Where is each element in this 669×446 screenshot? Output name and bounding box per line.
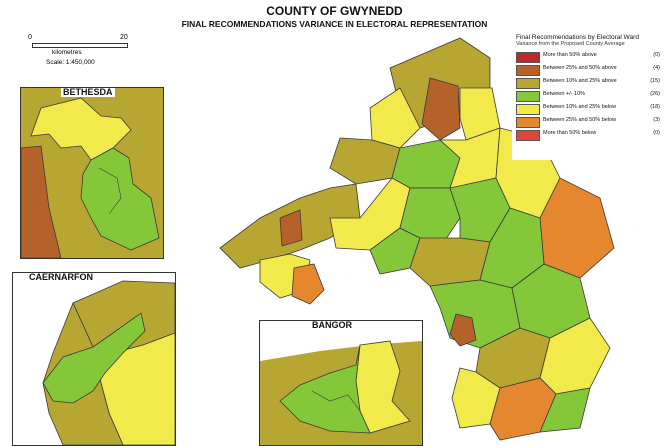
legend-item-count: (4) (653, 65, 660, 71)
legend: Final Recommendations by Electoral Ward … (512, 34, 664, 160)
map-title: COUNTY OF GWYNEDD (266, 4, 403, 18)
legend-item-label: Between 25% and 50% below (543, 117, 617, 123)
legend-swatch (516, 52, 540, 63)
ward-bangor-area (369, 87, 421, 149)
inset-caernarfon-label: CAERNARFON (27, 272, 95, 282)
ward-caernarfon (329, 137, 401, 185)
legend-item: Between 10% and 25% below (18) (512, 102, 664, 115)
scale-bar-graphic (32, 43, 128, 48)
bangor-ward-division (311, 390, 361, 412)
ward-corris (539, 387, 591, 433)
legend-subtitle: Variance from the Proposed County Averag… (516, 41, 625, 47)
legend-item: Between 25% and 50% below (3) (512, 115, 664, 128)
legend-swatch (516, 78, 540, 89)
scale-unit-label: kilometres (52, 49, 82, 56)
legend-swatch (516, 65, 540, 76)
legend-item: More than 50% above (0) (512, 50, 664, 63)
legend-swatch (516, 104, 540, 115)
bangor-sea (260, 321, 422, 361)
inset-caernarfon: CAERNARFON (12, 272, 176, 446)
legend-swatch (516, 130, 540, 141)
legend-item-count: (15) (650, 78, 660, 84)
bangor-ward-centre (279, 344, 371, 434)
legend-item-label: Between 10% and 25% below (543, 104, 617, 110)
legend-item-label: Between 10% and 25% above (543, 78, 617, 84)
legend-item-label: More than 50% below (543, 130, 597, 136)
legend-item-label: Between +/- 10% (543, 91, 586, 97)
bangor-map (260, 321, 422, 445)
inset-bangor: BANGOR (259, 320, 423, 446)
legend-item: More than 50% below (0) (512, 128, 664, 141)
legend-item-count: (3) (653, 117, 660, 123)
inset-bethesda-label: BETHESDA (61, 87, 115, 97)
legend-item-count: (0) (653, 130, 660, 136)
ward-barmouth (449, 313, 477, 347)
inset-bangor-label: BANGOR (310, 320, 354, 330)
legend-item-count: (18) (650, 104, 660, 110)
bethesda-ward-west (21, 145, 62, 258)
legend-swatch (516, 117, 540, 128)
legend-swatch (516, 91, 540, 102)
ward-nefyn (279, 209, 303, 247)
ward-porthmadog (409, 237, 491, 287)
inset-bethesda: BETHESDA (20, 87, 164, 259)
caernarfon-map (13, 273, 175, 445)
bethesda-map (21, 88, 163, 258)
map-subtitle: FINAL RECOMMENDATIONS VARIANCE IN ELECTO… (181, 19, 488, 29)
legend-title: Final Recommendations by Electoral Ward (516, 34, 639, 41)
legend-item-label: More than 50% above (543, 52, 597, 58)
caernarfon-ward-centre (42, 312, 146, 404)
bethesda-ward-division (98, 167, 122, 215)
scale-max-label: 20 (120, 34, 128, 41)
scale-zero-label: 0 (28, 34, 32, 41)
legend-item-count: (26) (650, 91, 660, 97)
legend-item: Between 10% and 25% above (15) (512, 76, 664, 89)
legend-item: Between +/- 10% (26) (512, 89, 664, 102)
legend-item-label: Between 25% and 50% above (543, 65, 617, 71)
county-map (219, 37, 615, 441)
legend-item-count: (0) (653, 52, 660, 58)
ward-pwllheli (291, 263, 325, 305)
scale-ratio-label: Scale: 1:450,000 (46, 59, 95, 66)
legend-item: Between 25% and 50% above (4) (512, 63, 664, 76)
scale-bar: 0 20 kilometres Scale: 1:450,000 (22, 34, 142, 70)
ward-bethesda (421, 77, 461, 141)
